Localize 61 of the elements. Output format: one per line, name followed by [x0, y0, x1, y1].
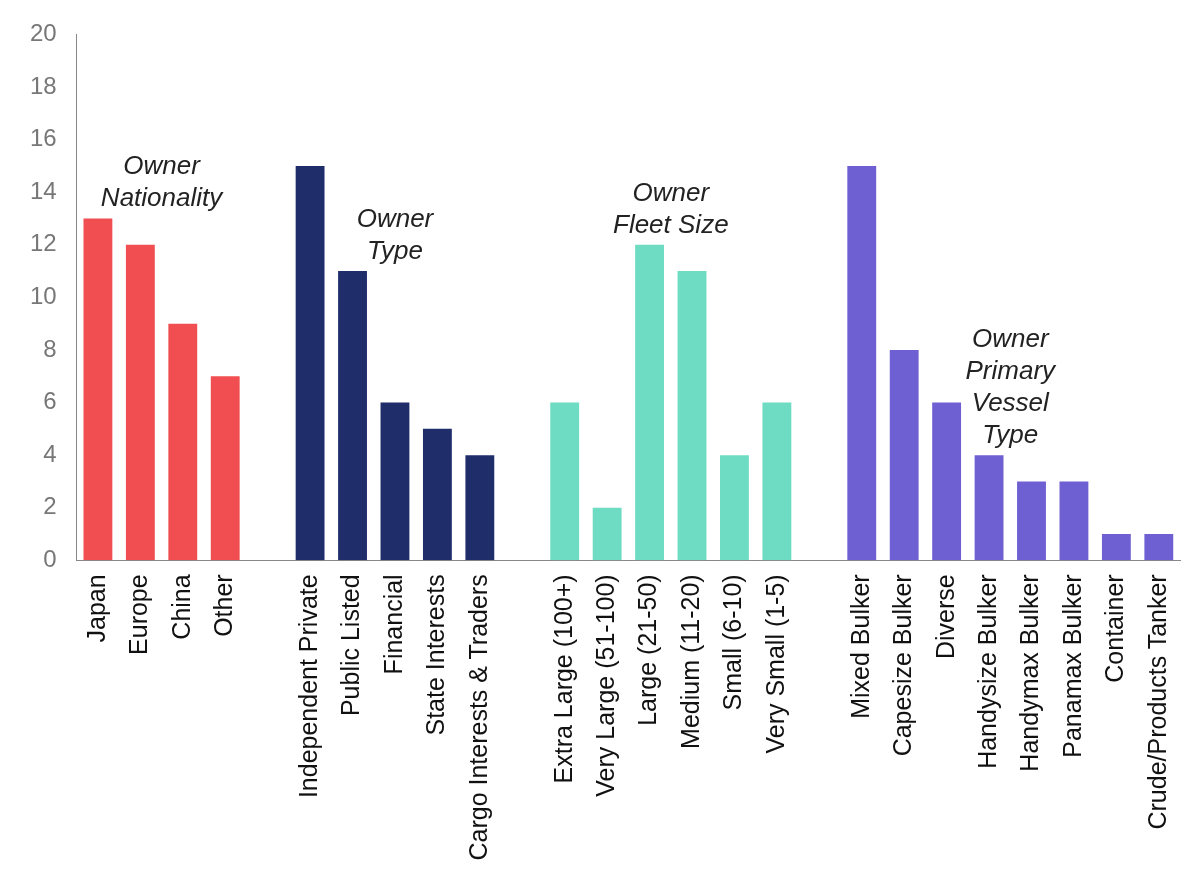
x-tick-label: Financial: [378, 574, 407, 675]
bar: [125, 244, 155, 561]
bar: [1059, 481, 1089, 561]
y-tick-label: 20: [29, 19, 57, 47]
x-tick-label: Japan: [81, 574, 110, 643]
x-tick-label: Diverse: [930, 574, 959, 660]
x-tick-label: Very Small (1-5): [760, 574, 789, 754]
y-tick-label: 14: [29, 176, 57, 204]
y-tick-label: 10: [29, 281, 57, 309]
bar: [550, 402, 580, 561]
x-tick-label: Crude/Products Tanker: [1142, 574, 1171, 830]
y-tick-label: 16: [29, 124, 57, 152]
annotation: Owner Fleet Size: [612, 176, 729, 239]
y-tick-label: 4: [43, 439, 57, 467]
bar: [677, 271, 707, 561]
x-tick-label: Panamax Bulker: [1057, 574, 1086, 758]
bar: [720, 455, 749, 561]
bar: [1017, 481, 1046, 561]
x-tick-label: Very Large (51-100): [591, 574, 620, 797]
bar: [210, 376, 240, 561]
annotation: Owner Type: [356, 203, 435, 266]
y-tick-label: 2: [43, 492, 57, 520]
y-tick-label: 12: [29, 229, 57, 257]
x-tick-label: State Interests: [421, 574, 450, 736]
x-tick-label: Other: [209, 574, 238, 637]
bar: [295, 165, 325, 561]
bar: [380, 402, 410, 561]
bar: [762, 402, 792, 561]
x-tick-label: Extra Large (100+): [548, 574, 577, 784]
bar: [338, 271, 367, 561]
x-tick-label: Small (6-10): [718, 574, 747, 711]
y-tick-label: 6: [43, 387, 57, 415]
bar: [168, 323, 198, 561]
bar: [889, 349, 919, 561]
x-tick-label: Cargo Interests & Traders: [463, 574, 492, 861]
bar: [847, 165, 877, 561]
x-tick-label: Europe: [124, 574, 153, 655]
x-tick-label: Large (21-50): [633, 574, 662, 726]
bar: [1144, 534, 1174, 561]
x-tick-label: Medium (11-20): [675, 574, 704, 749]
annotation: Owner Primary Vessel Type: [965, 323, 1058, 450]
x-tick-label: Independent Private: [293, 574, 322, 799]
bar: [422, 428, 452, 561]
bar: [1101, 534, 1131, 561]
bar: [83, 218, 113, 561]
bar: [974, 455, 1004, 561]
bar: [635, 244, 665, 561]
x-tick-label: China: [166, 574, 195, 640]
x-tick-label: Mixed Bulker: [845, 574, 874, 719]
x-tick-label: Public Listed: [336, 574, 365, 717]
annotation: Owner Nationality: [100, 150, 225, 213]
bar: [932, 402, 962, 561]
y-tick-label: 18: [29, 71, 57, 99]
x-tick-label: Capesize Bulker: [888, 574, 917, 757]
x-tick-label: Handysize Bulker: [972, 574, 1001, 769]
x-tick-label: Handymax Bulker: [1015, 574, 1044, 772]
x-tick-label: Container: [1100, 574, 1129, 683]
y-tick-label: 0: [43, 544, 57, 572]
bar: [465, 455, 495, 561]
y-tick-label: 8: [43, 334, 57, 362]
bar: [592, 507, 622, 561]
